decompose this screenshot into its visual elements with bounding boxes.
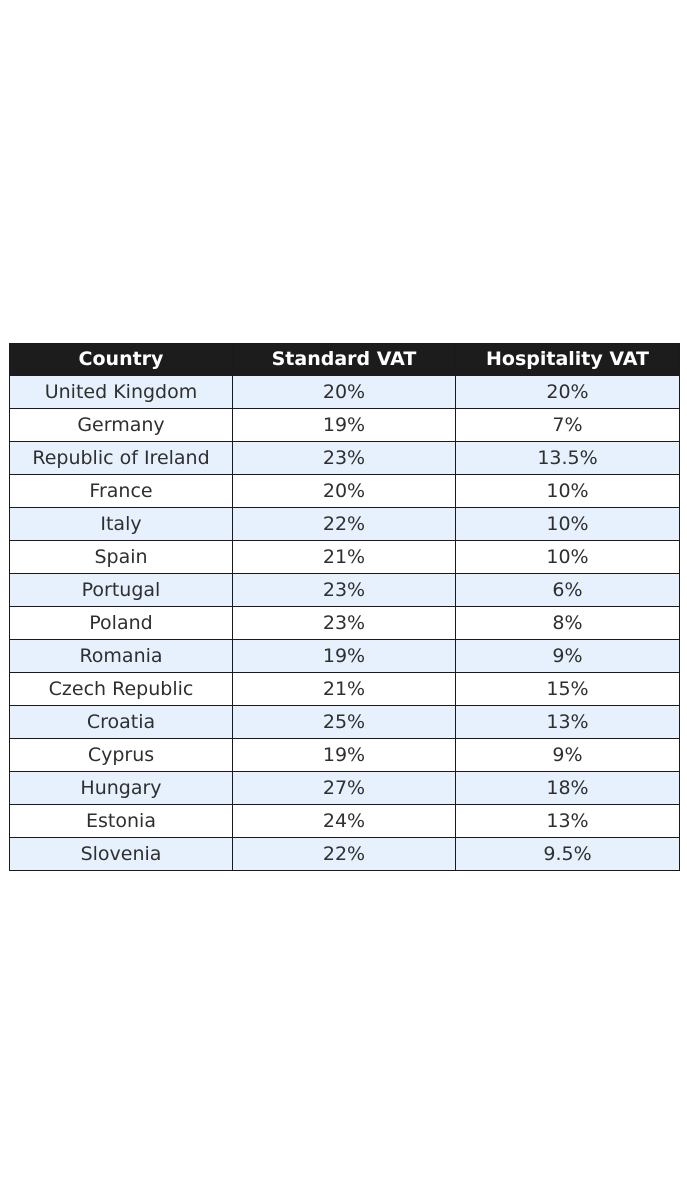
cell-hospitality-vat: 8% — [455, 606, 680, 640]
table-row: Estonia 24% 13% — [9, 804, 680, 838]
cell-standard-vat: 20% — [232, 375, 456, 409]
cell-standard-vat: 23% — [232, 441, 456, 475]
cell-country: France — [9, 474, 233, 508]
cell-country: Slovenia — [9, 837, 233, 871]
cell-hospitality-vat: 20% — [455, 375, 680, 409]
table-row: Slovenia 22% 9.5% — [9, 837, 680, 871]
cell-hospitality-vat: 13.5% — [455, 441, 680, 475]
cell-hospitality-vat: 7% — [455, 408, 680, 442]
cell-country: Spain — [9, 540, 233, 574]
cell-standard-vat: 19% — [232, 738, 456, 772]
table-row: Croatia 25% 13% — [9, 705, 680, 739]
cell-standard-vat: 21% — [232, 540, 456, 574]
cell-hospitality-vat: 10% — [455, 507, 680, 541]
cell-country: Romania — [9, 639, 233, 673]
cell-country: Cyprus — [9, 738, 233, 772]
cell-country: Estonia — [9, 804, 233, 838]
header-hospitality-vat: Hospitality VAT — [455, 343, 680, 376]
cell-country: United Kingdom — [9, 375, 233, 409]
cell-standard-vat: 25% — [232, 705, 456, 739]
cell-standard-vat: 22% — [232, 507, 456, 541]
cell-standard-vat: 23% — [232, 606, 456, 640]
cell-hospitality-vat: 6% — [455, 573, 680, 607]
table-row: Cyprus 19% 9% — [9, 738, 680, 772]
header-standard-vat: Standard VAT — [232, 343, 456, 376]
cell-hospitality-vat: 13% — [455, 804, 680, 838]
cell-hospitality-vat: 10% — [455, 474, 680, 508]
cell-country: Hungary — [9, 771, 233, 805]
cell-standard-vat: 19% — [232, 639, 456, 673]
table-header-row: Country Standard VAT Hospitality VAT — [9, 343, 680, 376]
table-row: Spain 21% 10% — [9, 540, 680, 574]
cell-standard-vat: 22% — [232, 837, 456, 871]
cell-hospitality-vat: 9.5% — [455, 837, 680, 871]
cell-hospitality-vat: 10% — [455, 540, 680, 574]
cell-standard-vat: 23% — [232, 573, 456, 607]
cell-country: Germany — [9, 408, 233, 442]
cell-country: Italy — [9, 507, 233, 541]
cell-standard-vat: 19% — [232, 408, 456, 442]
table-row: France 20% 10% — [9, 474, 680, 508]
table-row: Italy 22% 10% — [9, 507, 680, 541]
table-row: Germany 19% 7% — [9, 408, 680, 442]
header-country: Country — [9, 343, 233, 376]
cell-standard-vat: 21% — [232, 672, 456, 706]
vat-rates-table: Country Standard VAT Hospitality VAT Uni… — [9, 343, 680, 871]
table-row: Poland 23% 8% — [9, 606, 680, 640]
cell-country: Croatia — [9, 705, 233, 739]
cell-hospitality-vat: 13% — [455, 705, 680, 739]
cell-country: Czech Republic — [9, 672, 233, 706]
table-row: Portugal 23% 6% — [9, 573, 680, 607]
cell-country: Republic of Ireland — [9, 441, 233, 475]
cell-hospitality-vat: 9% — [455, 639, 680, 673]
table-row: Hungary 27% 18% — [9, 771, 680, 805]
table-row: Romania 19% 9% — [9, 639, 680, 673]
cell-country: Poland — [9, 606, 233, 640]
cell-hospitality-vat: 9% — [455, 738, 680, 772]
cell-hospitality-vat: 18% — [455, 771, 680, 805]
cell-standard-vat: 27% — [232, 771, 456, 805]
cell-hospitality-vat: 15% — [455, 672, 680, 706]
cell-country: Portugal — [9, 573, 233, 607]
table-row: Republic of Ireland 23% 13.5% — [9, 441, 680, 475]
cell-standard-vat: 24% — [232, 804, 456, 838]
table-row: Czech Republic 21% 15% — [9, 672, 680, 706]
cell-standard-vat: 20% — [232, 474, 456, 508]
table-row: United Kingdom 20% 20% — [9, 375, 680, 409]
table-body: United Kingdom 20% 20% Germany 19% 7% Republic… — [9, 375, 680, 871]
